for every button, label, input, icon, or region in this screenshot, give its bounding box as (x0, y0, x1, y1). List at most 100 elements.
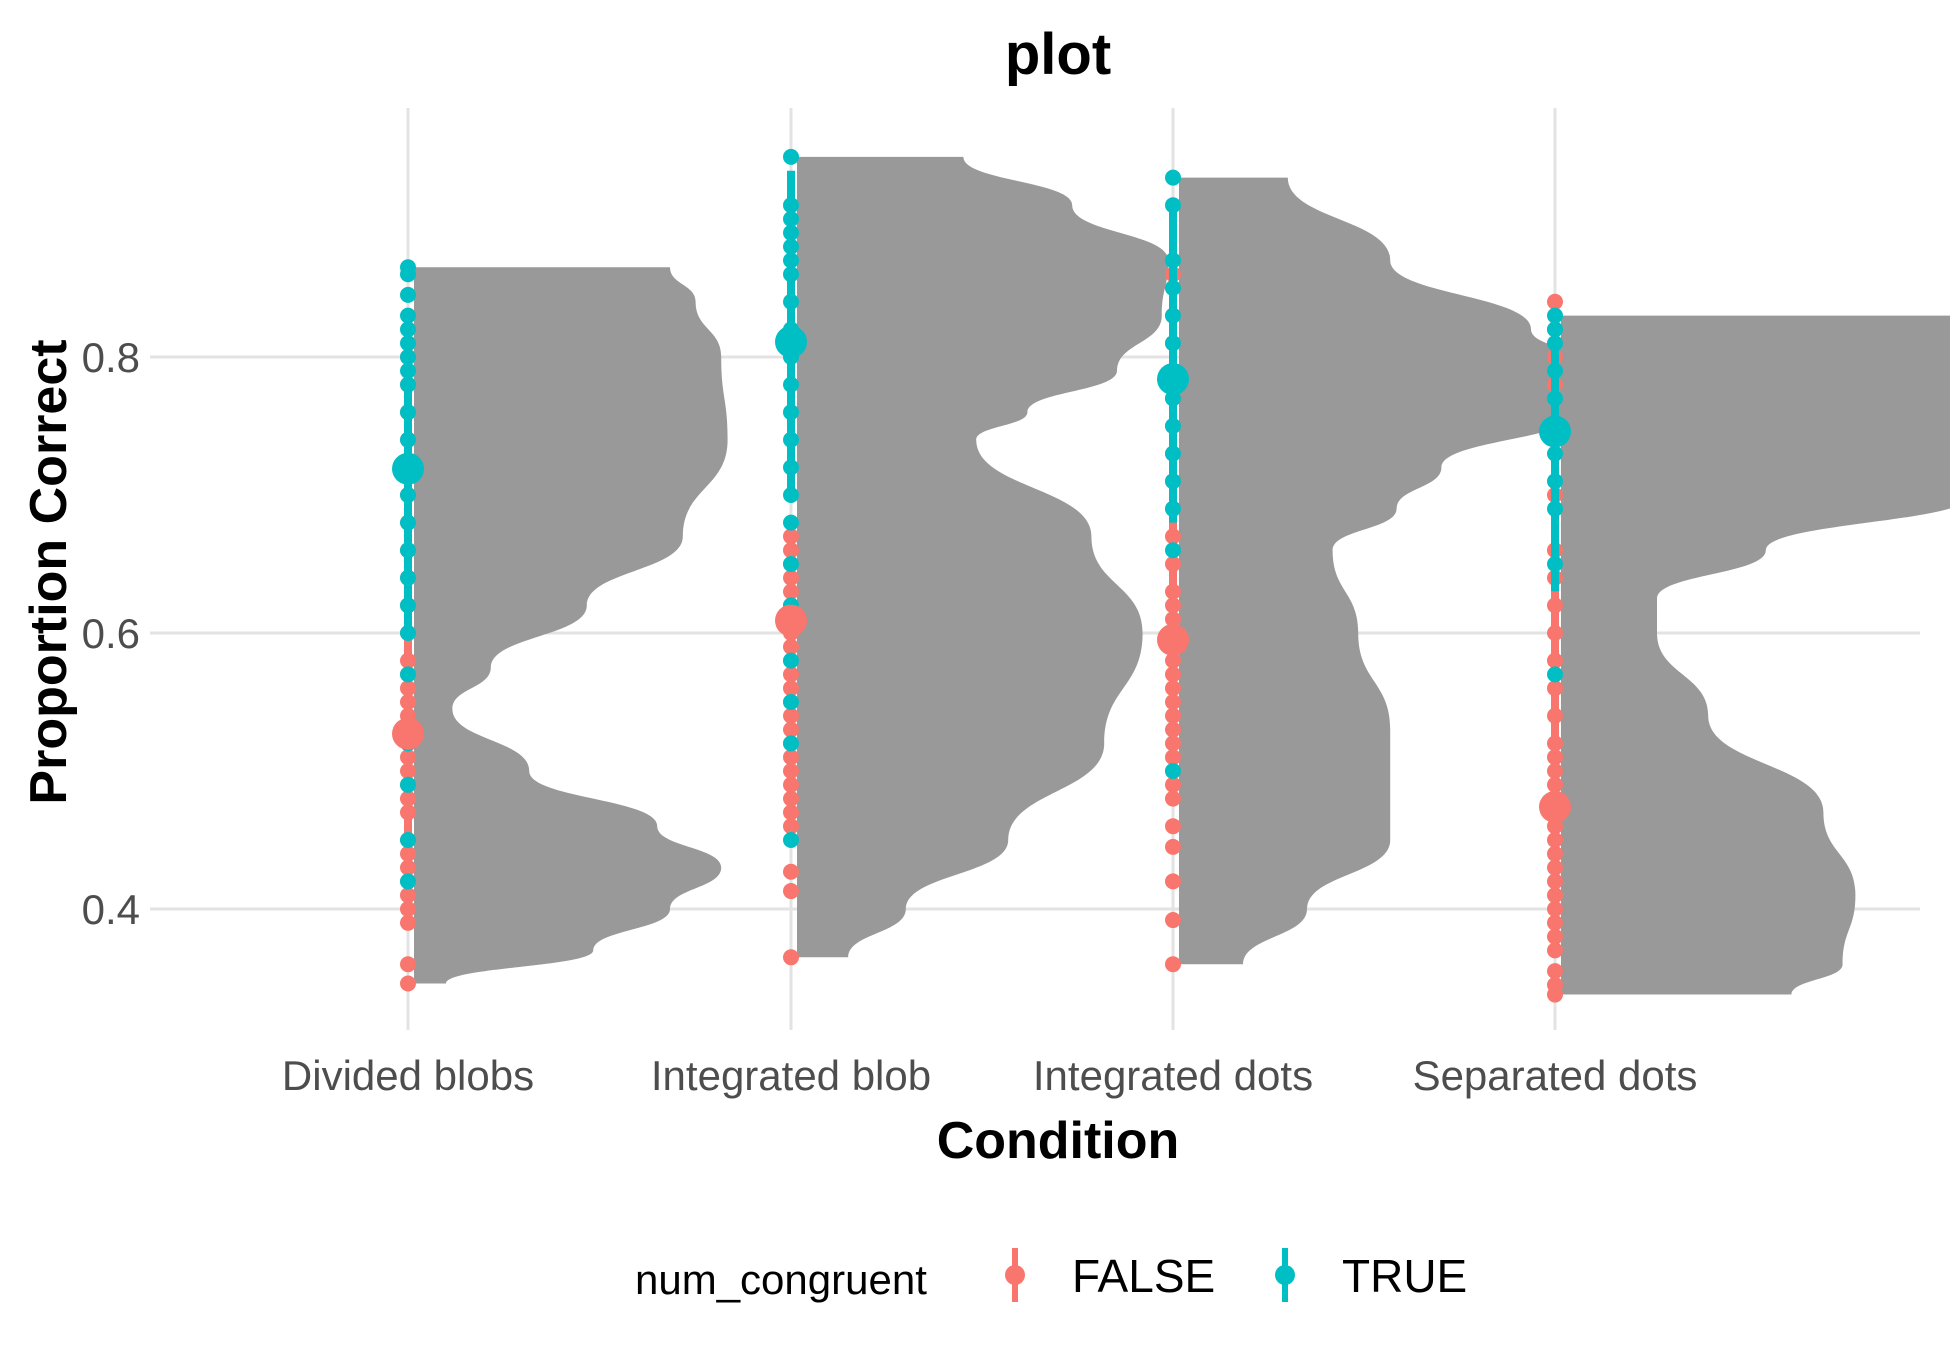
point-false (1547, 845, 1563, 862)
point-false (1547, 963, 1563, 980)
point-false (783, 721, 799, 738)
point-false (400, 694, 416, 710)
legend-item-false: FALSE (1005, 1248, 1215, 1302)
point-true (1165, 280, 1181, 296)
point-true (783, 694, 799, 710)
point-false (783, 804, 799, 821)
point-false (400, 901, 416, 917)
point-false (783, 776, 799, 793)
point-true (1547, 500, 1563, 517)
point-false (400, 975, 416, 992)
point-false (1165, 912, 1181, 929)
point-false (1165, 735, 1181, 752)
point-true (783, 211, 799, 227)
point-true (400, 404, 416, 421)
point-true (400, 666, 416, 683)
point-true (783, 514, 799, 531)
point-true (783, 431, 799, 448)
point-true (400, 362, 416, 379)
point-false (783, 883, 799, 900)
legend-title: num_congruent (635, 1256, 927, 1303)
point-false (1547, 832, 1563, 848)
point-true (1547, 307, 1563, 324)
x-tick-label: Integrated dots (1033, 1052, 1313, 1099)
point-true (400, 597, 416, 614)
point-true (1165, 418, 1181, 434)
point-true (1547, 445, 1563, 462)
legend-label: FALSE (1072, 1250, 1215, 1302)
point-true (783, 238, 799, 255)
point-false (400, 749, 416, 766)
point-true (1547, 473, 1563, 490)
y-axis-title: Proportion Correct (20, 339, 78, 804)
point-true (400, 321, 416, 338)
point-false (400, 914, 416, 931)
point-false (783, 707, 799, 724)
point-false (1547, 776, 1563, 793)
point-false (783, 763, 799, 779)
legend: num_congruent FALSE TRUE (635, 1248, 1467, 1303)
mean-point-false (1157, 623, 1189, 656)
point-false (1547, 749, 1563, 766)
point-false (1165, 611, 1181, 628)
point-false (783, 749, 799, 766)
point-false (1547, 976, 1563, 993)
point-true (400, 832, 416, 848)
point-true (783, 404, 799, 421)
mean-point-true (775, 325, 807, 358)
point-false (400, 680, 416, 697)
mean-point-true (1157, 363, 1189, 396)
point-true (400, 286, 416, 303)
point-false (1547, 735, 1563, 752)
mean-point-false (392, 717, 424, 750)
point-false (400, 859, 416, 876)
point-false (1165, 776, 1181, 793)
point-true (1165, 335, 1181, 352)
point-false (1547, 859, 1563, 876)
point-false (783, 528, 799, 545)
point-false (1165, 818, 1181, 835)
axis-ticks: 0.4 0.6 0.8 Divided blobs Integrated blob Int… (82, 334, 1698, 1099)
x-tick-label: Separated dots (1413, 1052, 1698, 1099)
point-true (1165, 445, 1181, 462)
x-axis-title: Condition (937, 1112, 1180, 1170)
point-false (783, 666, 799, 683)
point-true (400, 625, 416, 641)
point-true (783, 224, 799, 241)
point-false (1547, 942, 1563, 959)
point-false (783, 949, 799, 966)
point-false (1547, 928, 1563, 945)
point-true (1165, 252, 1181, 269)
point-false (1165, 666, 1181, 683)
point-true (783, 266, 799, 283)
point-false (1165, 583, 1181, 600)
point-true (1165, 169, 1181, 186)
legend-key-dot (1005, 1265, 1025, 1285)
violins (414, 156, 1950, 995)
point-false (783, 818, 799, 835)
point-false (1165, 694, 1181, 710)
point-false (400, 763, 416, 779)
point-true (783, 148, 799, 165)
point-false (783, 680, 799, 697)
point-false (400, 887, 416, 904)
point-true (1547, 335, 1563, 352)
chart-title: plot (1005, 22, 1111, 87)
point-true (400, 487, 416, 503)
point-false (1547, 873, 1563, 890)
point-false (1547, 293, 1563, 310)
violin-integrated-dots (1179, 177, 1608, 965)
point-true (400, 873, 416, 890)
point-false (1547, 652, 1563, 669)
point-false (783, 863, 799, 880)
point-true (400, 349, 416, 365)
point-true (783, 293, 799, 310)
summary-intervals (392, 325, 1571, 823)
point-true (400, 431, 416, 448)
point-true (1165, 542, 1181, 559)
legend-key-dot (1275, 1265, 1295, 1285)
point-false (1165, 680, 1181, 697)
point-false (400, 845, 416, 862)
point-false (1165, 749, 1181, 766)
